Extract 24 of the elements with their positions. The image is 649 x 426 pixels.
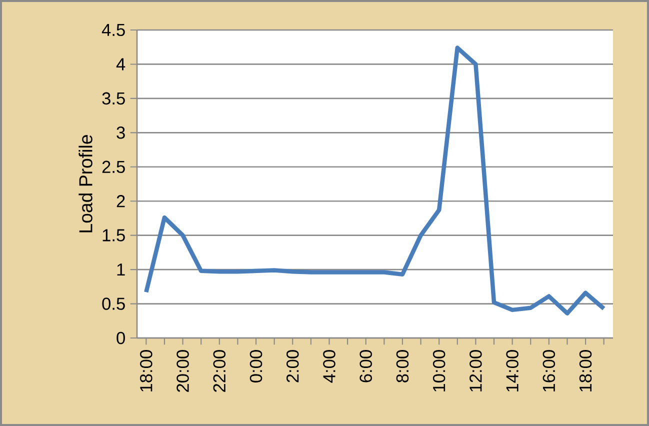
x-tick-label: 0:00 xyxy=(250,350,262,382)
x-tick-label: 22:00 xyxy=(213,350,226,392)
y-tick-label: 3.5 xyxy=(102,92,125,105)
y-tick-label: 4 xyxy=(116,58,126,70)
x-tick-label: 10:00 xyxy=(432,350,446,392)
x-tick-label: 18:00 xyxy=(579,350,592,392)
x-tick-label: 20:00 xyxy=(176,350,189,392)
y-tick-label: 4.5 xyxy=(102,24,125,36)
x-tick-label: 4:00 xyxy=(323,350,336,383)
y-tick-label: 2 xyxy=(116,195,125,208)
y-axis-title: Load Profile xyxy=(78,135,92,232)
x-tick-label: 6:00 xyxy=(360,350,372,382)
y-tick-label: 1 xyxy=(117,264,125,276)
y-tick-label: 3 xyxy=(116,126,125,139)
x-tick-label: 8:00 xyxy=(396,350,409,382)
y-tick-label: 0.5 xyxy=(102,298,125,310)
x-tick-label: 14:00 xyxy=(506,350,518,392)
x-tick-label: 12:00 xyxy=(470,350,482,392)
y-tick-label: 2.5 xyxy=(102,160,125,174)
x-tick-label: 16:00 xyxy=(542,350,556,392)
y-tick-label: 0 xyxy=(116,332,125,344)
x-tick-label: 18:00 xyxy=(140,350,152,392)
y-tick-label: 1.5 xyxy=(102,229,125,242)
x-tick-label: 2:00 xyxy=(286,350,299,382)
